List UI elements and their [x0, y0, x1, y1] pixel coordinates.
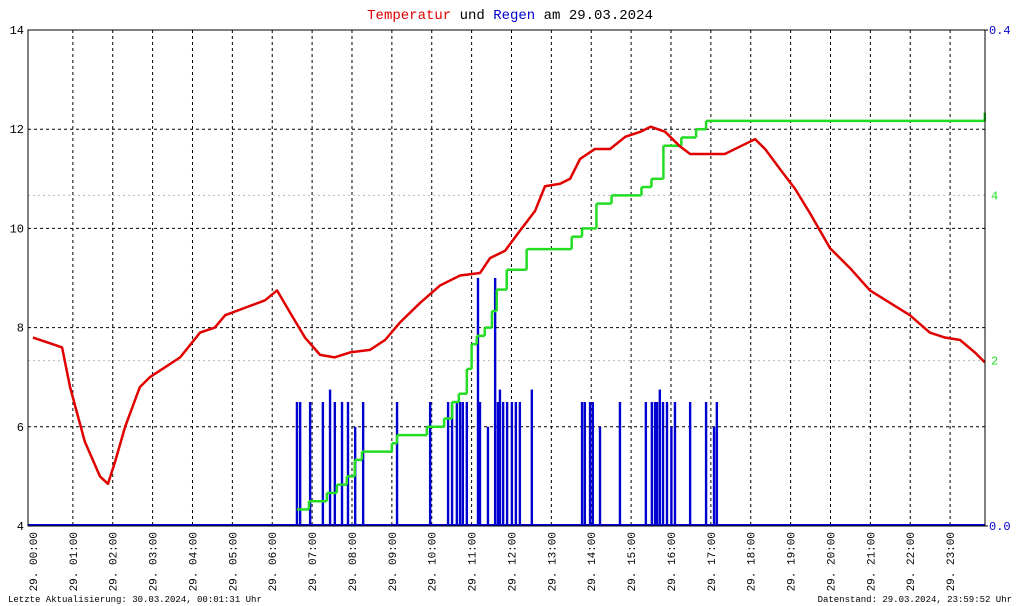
rain-bar — [340, 402, 344, 526]
rain-bar — [583, 402, 587, 526]
grid — [28, 29, 988, 527]
rain-bar — [465, 402, 469, 526]
rain-bar — [395, 402, 399, 526]
labels: 29. 00:00 29. 01:00 29. 02:00 29. 03:00 29. … — [10, 24, 1011, 591]
rain-bar — [493, 278, 497, 526]
rain-bar — [514, 402, 518, 526]
x-tick-label: 29. 22:00 — [906, 532, 918, 591]
rain-bar — [450, 402, 454, 526]
x-tick-label: 29. 17:00 — [707, 532, 719, 591]
x-tick-label: 29. 16:00 — [667, 532, 679, 591]
plot-frame — [27, 29, 986, 527]
x-tick-label: 29. 04:00 — [188, 532, 200, 591]
y-tick-label: 14 — [10, 24, 24, 38]
rain-bar — [298, 402, 302, 526]
rain-bar — [658, 389, 662, 526]
rain-bar — [655, 402, 659, 526]
rain-bar — [428, 402, 432, 526]
footer-right: Datenstand: 29.03.2024, 23:59:52 Uhr — [818, 595, 1012, 605]
rain-bar — [598, 426, 602, 526]
rain-bar — [486, 426, 490, 526]
rain-bar — [704, 402, 708, 526]
rain-bar — [661, 402, 665, 526]
chart-title: Temperatur und Regen am 29.03.2024 — [367, 8, 653, 24]
title-date: am 29.03.2024 — [544, 8, 653, 24]
x-tick-label: 29. 19:00 — [787, 532, 799, 591]
rain-bar — [670, 426, 673, 526]
rain-bar — [618, 402, 622, 526]
rain-bar — [501, 402, 505, 526]
rain-bar — [333, 402, 337, 526]
rain-bar — [346, 402, 350, 526]
title-temperature: Temperatur — [367, 8, 451, 24]
rain-bar — [712, 426, 716, 526]
rain-bar — [458, 402, 462, 526]
rain-bar — [510, 402, 514, 526]
title-and: und — [460, 8, 485, 24]
x-tick-label: 29. 13:00 — [547, 532, 559, 591]
footer-left: Letzte Aktualisierung: 30.03.2024, 00:01… — [8, 595, 262, 605]
rain-bar — [361, 402, 365, 526]
y-tick-label: 6 — [17, 421, 24, 435]
marks — [28, 112, 987, 526]
x-tick-label: 29. 00:00 — [29, 532, 41, 591]
y-tick-label: 12 — [10, 123, 24, 137]
rain-bar — [715, 402, 719, 526]
rain-bar — [498, 389, 502, 526]
y-tick-label: 10 — [10, 222, 24, 236]
rain-bar — [446, 402, 450, 526]
rain-bar — [328, 389, 332, 526]
title-rain: Regen — [493, 8, 535, 24]
rain-bar — [588, 402, 592, 526]
rain-bar — [530, 389, 534, 526]
rain-bar — [650, 402, 654, 526]
x-tick-label: 29. 10:00 — [428, 532, 440, 591]
rain-bar — [461, 402, 465, 526]
x-tick-label: 29. 08:00 — [348, 532, 360, 591]
rain-bar — [478, 402, 482, 526]
x-tick-label: 29. 21:00 — [866, 532, 878, 591]
y3-tick-label: 4 — [991, 189, 998, 203]
y-tick-label: 8 — [17, 322, 24, 336]
y2-tick-label: 0.0 — [989, 520, 1011, 534]
rain-bar — [580, 402, 584, 526]
x-tick-label: 29. 01:00 — [69, 532, 81, 591]
rain-bar — [476, 278, 480, 526]
y-tick-label: 4 — [17, 520, 24, 534]
rain-bar — [295, 402, 299, 526]
x-tick-label: 29. 03:00 — [149, 532, 161, 591]
rain-bar — [591, 402, 595, 526]
rain-bar — [644, 402, 648, 526]
rain-bar — [496, 402, 500, 526]
temperature-line — [32, 125, 986, 486]
x-tick-label: 29. 15:00 — [627, 532, 639, 591]
x-tick-label: 29. 05:00 — [228, 532, 240, 591]
x-tick-label: 29. 06:00 — [268, 532, 280, 591]
x-tick-label: 29. 07:00 — [308, 532, 320, 591]
x-tick-label: 29. 14:00 — [587, 532, 599, 591]
rain-bar — [653, 402, 657, 526]
x-tick-label: 29. 09:00 — [388, 532, 400, 591]
x-tick-label: 29. 18:00 — [747, 532, 759, 591]
x-tick-label: 29. 12:00 — [507, 532, 519, 591]
x-tick-label: 29. 02:00 — [109, 532, 121, 591]
y2-tick-label: 0.4 — [989, 24, 1011, 38]
x-tick-label: 29. 20:00 — [826, 532, 838, 591]
rain-bar — [673, 402, 677, 526]
rain-bar — [505, 402, 509, 526]
y3-tick-label: 2 — [991, 355, 998, 369]
rain-bar — [518, 402, 522, 526]
rain-bar — [688, 402, 692, 526]
rain-bar — [455, 402, 459, 526]
x-tick-label: 29. 23:00 — [946, 532, 958, 591]
rain-bar — [321, 402, 325, 526]
rain-bar — [665, 402, 669, 526]
rain-bar — [308, 402, 312, 526]
x-tick-label: 29. 11:00 — [468, 532, 480, 591]
